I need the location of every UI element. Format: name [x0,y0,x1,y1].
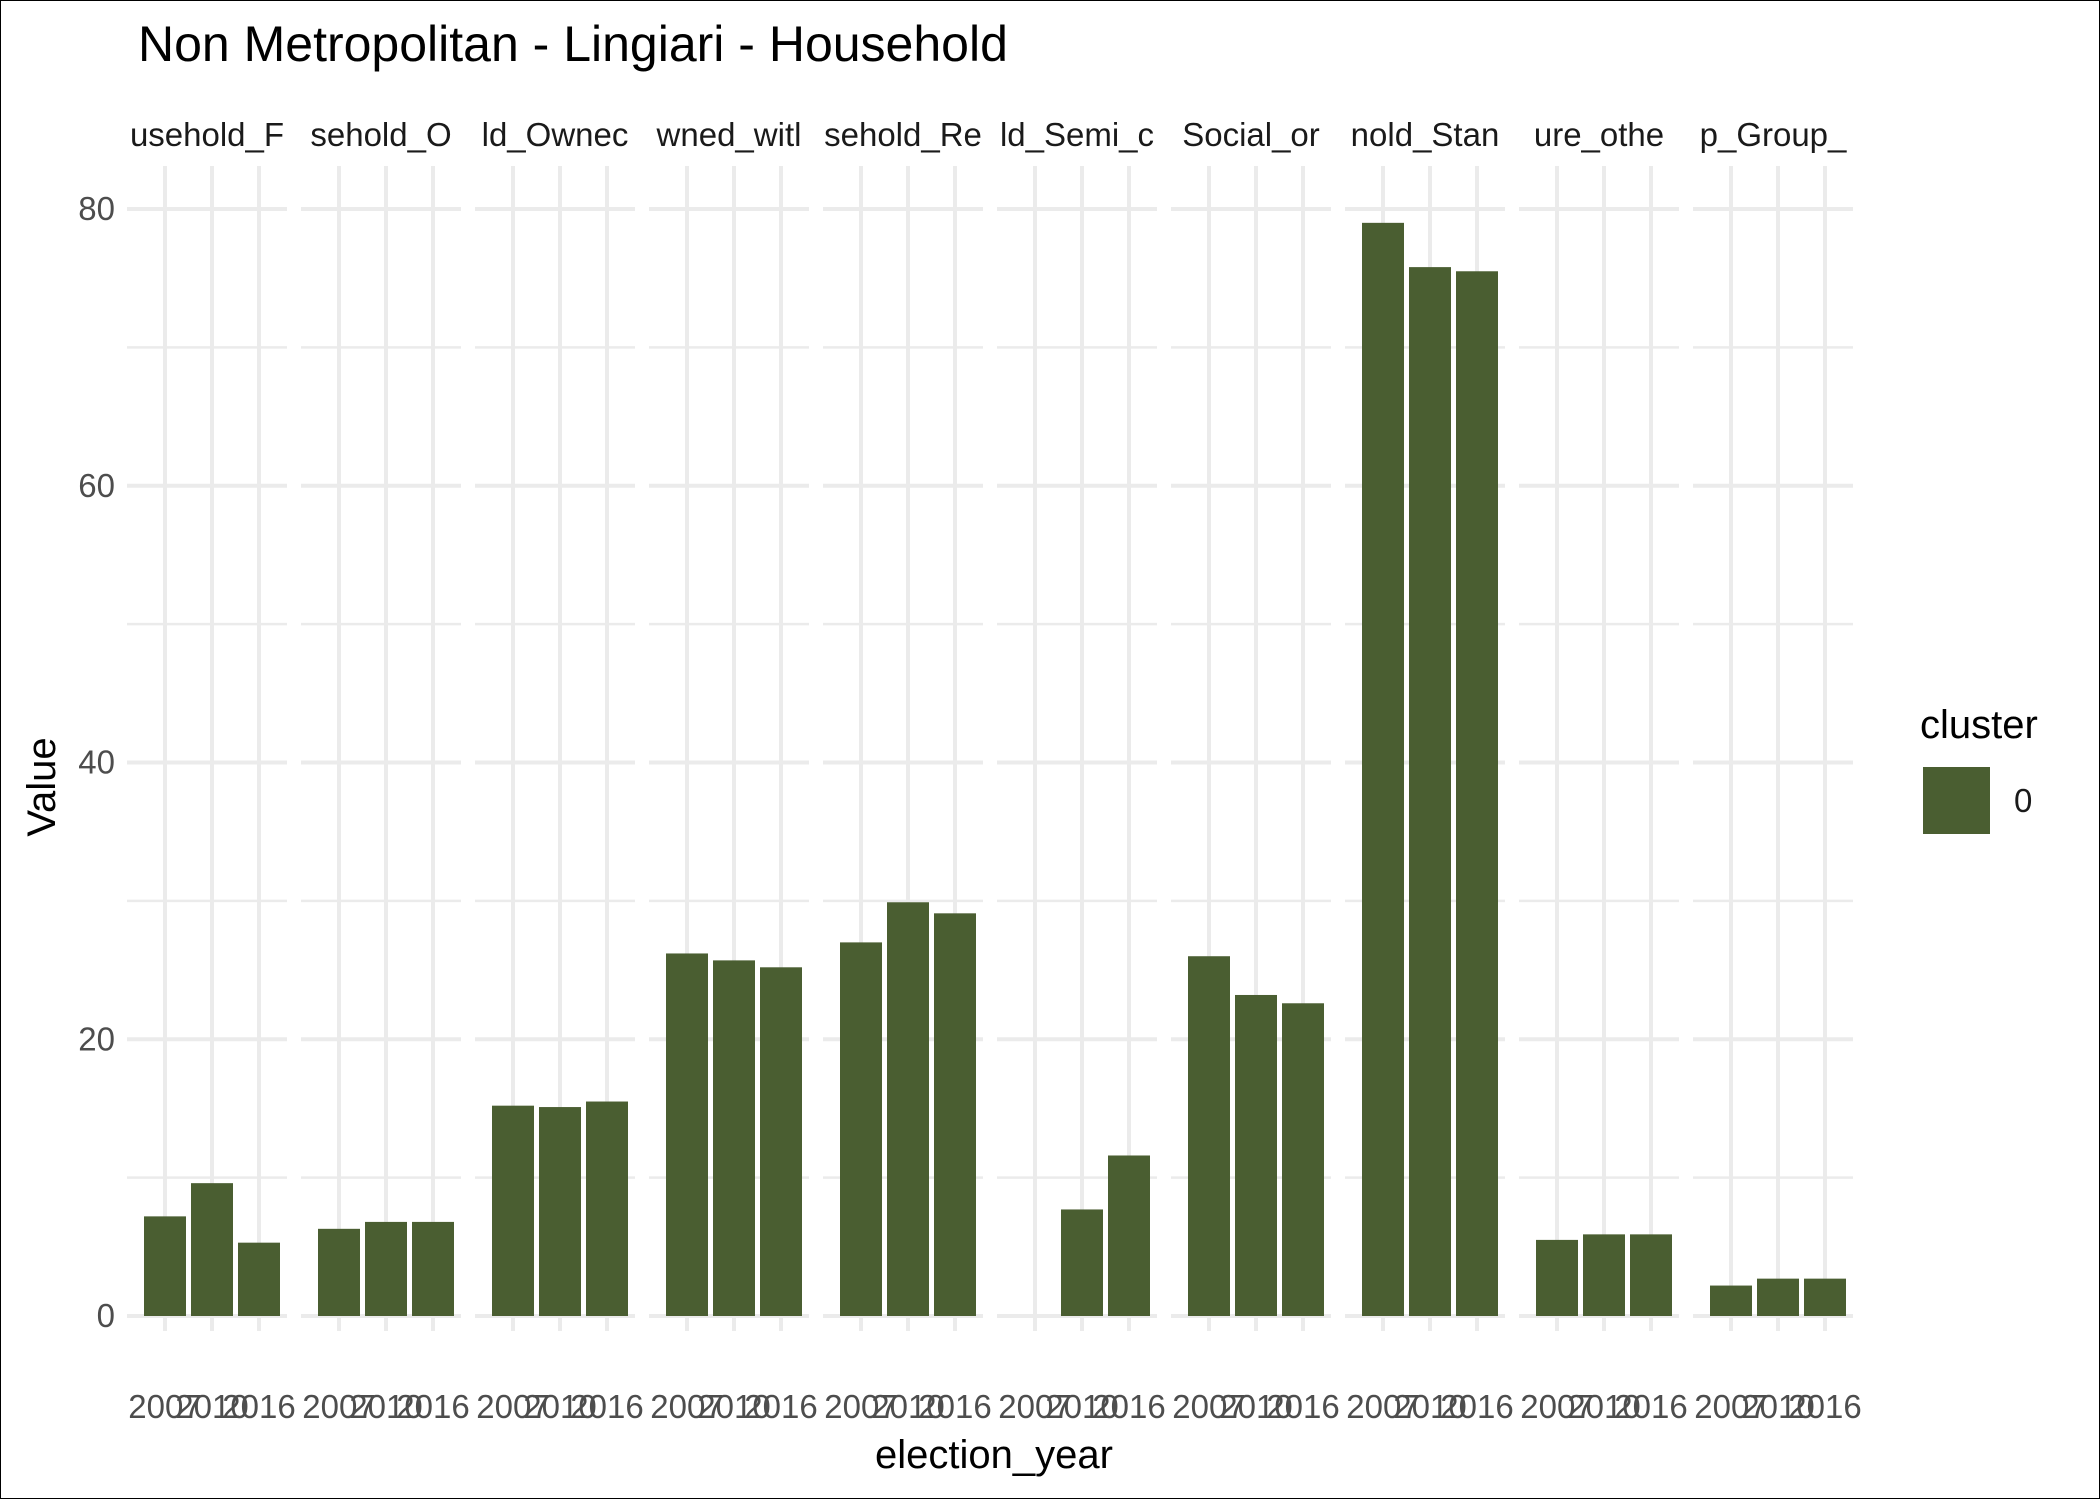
x-tick-label: 2007 [302,1388,375,1425]
x-tick-label: 2007 [650,1388,723,1425]
facet-strip-label: Social_or [1182,116,1320,153]
facet-strip-label: sehold_O [310,116,451,153]
x-tick-label: 2010 [871,1388,944,1425]
bar [1536,1239,1578,1316]
bar [1188,956,1230,1316]
bar [666,953,708,1316]
bar [238,1242,280,1316]
legend-swatch [1923,767,1990,834]
x-tick-label: 2010 [1741,1388,1814,1425]
x-tick-label: 2016 [1092,1388,1165,1425]
facet-strip-label: ure_othe [1534,116,1664,153]
bar [934,913,976,1316]
y-axis-title: Value [20,737,64,836]
x-tick-label: 2016 [1440,1388,1513,1425]
bar [1282,1003,1324,1316]
bars [144,222,1846,1317]
bar [1710,1285,1752,1316]
y-tick-label: 40 [78,744,115,781]
bar [365,1221,407,1316]
x-tick-label: 2016 [570,1388,643,1425]
chart-title: Non Metropolitan - Lingiari - Household [138,16,1008,72]
x-tick-label: 2016 [744,1388,817,1425]
bar [1630,1234,1672,1316]
x-tick-label: 2007 [998,1388,1071,1425]
x-tick-label: 2007 [1346,1388,1419,1425]
x-tick-label: 2010 [1045,1388,1118,1425]
legend: cluster 0 [1920,703,2038,834]
x-tick-label: 2016 [918,1388,991,1425]
x-axis-title: election_year [875,1433,1113,1477]
x-tick-label: 2016 [222,1388,295,1425]
legend-label: 0 [2014,782,2032,819]
bar [144,1216,186,1316]
x-tick-label: 2016 [1614,1388,1687,1425]
grid [127,166,1853,1331]
y-axis-ticks: 0 20 40 60 80 [78,190,115,1334]
bar [1456,271,1498,1316]
x-tick-label: 2010 [697,1388,770,1425]
x-tick-label: 2010 [1567,1388,1640,1425]
bar [887,902,929,1316]
bar [412,1221,454,1316]
x-tick-label: 2007 [824,1388,897,1425]
x-tick-label: 2016 [1266,1388,1339,1425]
bar [1061,1209,1103,1316]
facet-strip-labels: usehold_F sehold_O ld_Ownec wned_witl sehold… [130,116,1847,153]
x-tick-label: 2007 [128,1388,201,1425]
bar [586,1101,628,1316]
bar [840,942,882,1316]
facet-strip-label: sehold_Re [824,116,982,153]
facet-strip-label: nold_Stan [1351,116,1500,153]
bar [1362,222,1404,1316]
y-tick-label: 20 [78,1020,115,1057]
bar [713,960,755,1316]
bar [1409,267,1451,1317]
legend-title: cluster [1920,703,2038,747]
bar [492,1105,534,1316]
bar [1108,1155,1150,1316]
x-tick-label: 2016 [396,1388,469,1425]
facet-strip-label: ld_Semi_c [1000,116,1154,153]
y-tick-label: 80 [78,190,115,227]
y-tick-label: 60 [78,467,115,504]
x-tick-label: 2007 [1520,1388,1593,1425]
x-tick-label: 2007 [1172,1388,1245,1425]
bar [1804,1278,1846,1316]
bar [1757,1278,1799,1316]
x-tick-label: 2010 [175,1388,248,1425]
facet-strip-label: usehold_F [130,116,284,153]
facet-strip-label: ld_Ownec [482,116,629,153]
x-tick-label: 2010 [1219,1388,1292,1425]
x-tick-label: 2007 [1694,1388,1767,1425]
y-tick-label: 0 [97,1297,115,1334]
facet-strip-label: p_Group_ [1700,116,1847,153]
bar [1235,994,1277,1316]
bar [191,1183,233,1316]
bar [318,1228,360,1316]
x-tick-label: 2010 [1393,1388,1466,1425]
x-tick-label: 2010 [523,1388,596,1425]
x-tick-label: 2007 [476,1388,549,1425]
bar [760,967,802,1316]
facet-strip-label: wned_witl [656,116,802,153]
x-tick-label: 2010 [349,1388,422,1425]
bar [539,1107,581,1316]
bar [1583,1234,1625,1316]
x-tick-label: 2016 [1788,1388,1861,1425]
